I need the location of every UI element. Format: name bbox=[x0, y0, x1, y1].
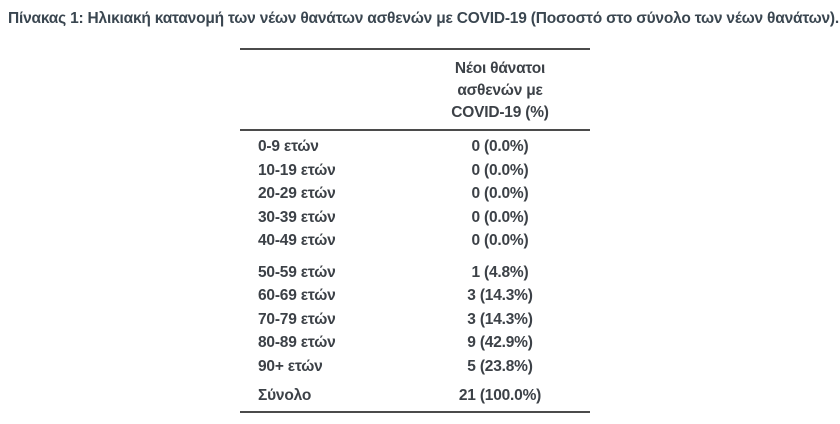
table-row: 40-49 ετών 0 (0.0%) bbox=[240, 229, 590, 253]
table-top-rule bbox=[240, 48, 590, 50]
age-group-label: 20-29 ετών bbox=[258, 185, 336, 202]
age-group-label: Σύνολο bbox=[258, 387, 312, 404]
deaths-value: 3 (14.3%) bbox=[467, 310, 533, 328]
age-group-label: 30-39 ετών bbox=[258, 208, 336, 226]
column-header-line: Νέοι θάνατοι bbox=[454, 60, 546, 77]
age-group-label: 80-89 ετών bbox=[258, 334, 336, 351]
table-row: 10-19 ετών 0 (0.0%) bbox=[240, 159, 590, 183]
age-group-label: 50-59 ετών bbox=[258, 263, 336, 281]
table-bottom-rule bbox=[240, 410, 590, 413]
table-header-rule bbox=[240, 129, 590, 131]
row-group: 50-59 ετών 1 (4.8%) 60-69 ετών 3 (14.3%) 70-… bbox=[240, 257, 590, 383]
column-header-line: COVID-19 (%) bbox=[451, 104, 549, 121]
table-row: 60-69 ετών 3 (14.3%) bbox=[240, 284, 590, 308]
table-row: 30-39 ετών 0 (0.0%) bbox=[240, 206, 590, 230]
age-group-label: 90+ ετών bbox=[258, 357, 323, 375]
deaths-value: 3 (14.3%) bbox=[467, 287, 533, 304]
table-row: 20-29 ετών 0 (0.0%) bbox=[240, 182, 590, 206]
age-group-label: 70-79 ετών bbox=[258, 310, 336, 328]
table-row: 80-89 ετών 9 (42.9%) bbox=[240, 331, 590, 355]
row-group: 0-9 ετών 0 (0.0%) 10-19 ετών 0 (0.0%) 20-29 … bbox=[240, 131, 590, 257]
table-row: 0-9 ετών 0 (0.0%) bbox=[240, 135, 590, 159]
deaths-value: 0 (0.0%) bbox=[471, 138, 529, 155]
row-group: Σύνολο 21 (100.0%) bbox=[240, 382, 590, 411]
table-caption: Πίνακας 1: Ηλικιακή κατανομή των νέων θα… bbox=[8, 10, 839, 27]
age-group-label: 40-49 ετών bbox=[258, 232, 336, 249]
deaths-table: Νέοι θάνατοι ασθενών με COVID-19 (%) 0-9… bbox=[240, 48, 590, 413]
table-row: 90+ ετών 5 (23.8%) bbox=[240, 355, 590, 379]
deaths-value: 0 (0.0%) bbox=[471, 208, 529, 226]
age-group-label: 10-19 ετών bbox=[258, 161, 336, 179]
deaths-value: 21 (100.0%) bbox=[458, 387, 542, 404]
table-row: 50-59 ετών 1 (4.8%) bbox=[240, 261, 590, 285]
table-row: Σύνολο 21 (100.0%) bbox=[240, 384, 590, 408]
column-header: Νέοι θάνατοι ασθενών με COVID-19 (%) bbox=[410, 50, 590, 129]
deaths-value: 5 (23.8%) bbox=[467, 357, 533, 375]
age-group-label: 60-69 ετών bbox=[258, 287, 336, 304]
age-group-label: 0-9 ετών bbox=[258, 138, 319, 155]
table-body: 0-9 ετών 0 (0.0%) 10-19 ετών 0 (0.0%) 20-29 … bbox=[240, 131, 590, 411]
column-header-line: ασθενών με bbox=[457, 82, 543, 99]
deaths-value: 9 (42.9%) bbox=[467, 334, 533, 351]
table-row: 70-79 ετών 3 (14.3%) bbox=[240, 308, 590, 332]
deaths-value: 0 (0.0%) bbox=[471, 161, 529, 179]
deaths-value: 0 (0.0%) bbox=[471, 185, 529, 202]
deaths-value: 1 (4.8%) bbox=[471, 263, 529, 281]
deaths-value: 0 (0.0%) bbox=[471, 232, 529, 249]
